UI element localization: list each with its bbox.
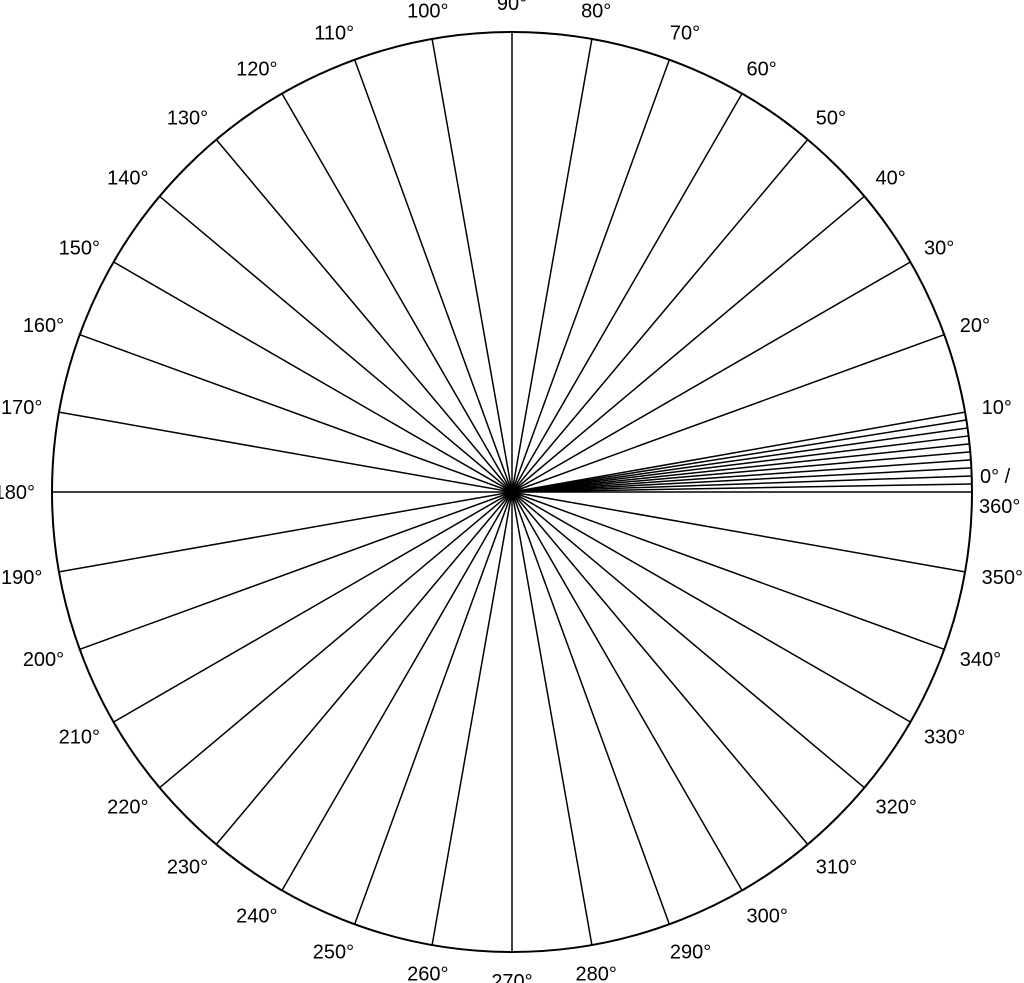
spoke-60deg bbox=[511, 93, 743, 493]
label-280deg: 280° bbox=[576, 964, 617, 983]
spoke-350deg bbox=[511, 491, 966, 573]
spoke-290deg bbox=[511, 491, 671, 925]
label-50deg: 50° bbox=[816, 107, 846, 129]
spoke-40deg bbox=[511, 195, 865, 493]
spoke-300deg bbox=[511, 491, 743, 891]
spoke-80deg bbox=[511, 38, 593, 493]
spokes-group bbox=[52, 32, 972, 952]
label-310deg: 310° bbox=[816, 857, 857, 879]
label-260deg: 260° bbox=[407, 964, 448, 983]
spoke-320deg bbox=[511, 491, 865, 789]
label-190deg: 190° bbox=[1, 567, 42, 589]
label-60deg: 60° bbox=[747, 59, 777, 81]
spoke-4deg bbox=[511, 459, 971, 493]
label-270deg: 270° bbox=[491, 971, 532, 983]
spoke-170deg bbox=[58, 411, 513, 493]
spoke-340deg bbox=[511, 491, 945, 651]
spoke-130deg bbox=[215, 139, 513, 493]
zero-label-line2: 360° bbox=[979, 496, 1020, 518]
outer-circle bbox=[51, 31, 973, 953]
label-240deg: 240° bbox=[236, 906, 277, 928]
spoke-20deg bbox=[511, 333, 945, 493]
label-150deg: 150° bbox=[59, 238, 100, 260]
spoke-9deg bbox=[511, 419, 967, 493]
label-290deg: 290° bbox=[670, 942, 711, 964]
label-110deg: 110° bbox=[314, 23, 354, 45]
label-40deg: 40° bbox=[876, 168, 906, 190]
spoke-310deg bbox=[511, 491, 809, 845]
spoke-160deg bbox=[79, 333, 513, 493]
spoke-120deg bbox=[281, 93, 513, 493]
spoke-210deg bbox=[113, 491, 513, 723]
label-300deg: 300° bbox=[747, 906, 788, 928]
spoke-140deg bbox=[159, 195, 513, 493]
spoke-230deg bbox=[215, 491, 513, 845]
spoke-260deg bbox=[431, 491, 513, 946]
spoke-30deg bbox=[511, 261, 911, 493]
label-140deg: 140° bbox=[107, 168, 148, 190]
label-330deg: 330° bbox=[924, 727, 965, 749]
label-80deg: 80° bbox=[581, 0, 611, 22]
spoke-150deg bbox=[113, 261, 513, 493]
spoke-200deg bbox=[79, 491, 513, 651]
spoke-2deg bbox=[511, 475, 972, 493]
label-20deg: 20° bbox=[960, 315, 990, 337]
label-230deg: 230° bbox=[167, 857, 208, 879]
label-30deg: 30° bbox=[924, 238, 954, 260]
label-220deg: 220° bbox=[107, 796, 148, 818]
spoke-190deg bbox=[58, 491, 513, 573]
spoke-50deg bbox=[511, 139, 809, 493]
spoke-100deg bbox=[431, 38, 513, 493]
spoke-110deg bbox=[353, 59, 513, 493]
label-210deg: 210° bbox=[59, 727, 100, 749]
label-10deg: 10° bbox=[982, 397, 1012, 419]
spoke-7deg bbox=[511, 435, 969, 493]
label-160deg: 160° bbox=[23, 315, 64, 337]
zero-label-line1: 0° / bbox=[980, 466, 1011, 488]
spoke-280deg bbox=[511, 491, 593, 946]
spoke-6deg bbox=[511, 443, 970, 493]
label-170deg: 170° bbox=[1, 397, 42, 419]
spoke-240deg bbox=[281, 491, 513, 891]
spoke-330deg bbox=[511, 491, 911, 723]
label-90deg: 90° bbox=[497, 0, 527, 15]
label-120deg: 120° bbox=[236, 59, 277, 81]
label-130deg: 130° bbox=[167, 107, 208, 129]
spoke-8deg bbox=[511, 427, 968, 493]
spoke-250deg bbox=[353, 491, 513, 925]
spoke-5deg bbox=[511, 451, 971, 493]
label-180deg: 180° bbox=[0, 482, 35, 504]
label-320deg: 320° bbox=[876, 796, 917, 818]
spoke-70deg bbox=[511, 59, 671, 493]
spoke-10deg bbox=[511, 411, 966, 493]
label-70deg: 70° bbox=[670, 23, 700, 45]
label-200deg: 200° bbox=[23, 649, 64, 671]
label-350deg: 350° bbox=[982, 567, 1023, 589]
spoke-220deg bbox=[159, 491, 513, 789]
spoke-1deg bbox=[511, 483, 972, 493]
label-250deg: 250° bbox=[313, 942, 354, 964]
label-100deg: 100° bbox=[407, 0, 448, 22]
label-340deg: 340° bbox=[960, 649, 1001, 671]
spoke-3deg bbox=[511, 467, 972, 493]
